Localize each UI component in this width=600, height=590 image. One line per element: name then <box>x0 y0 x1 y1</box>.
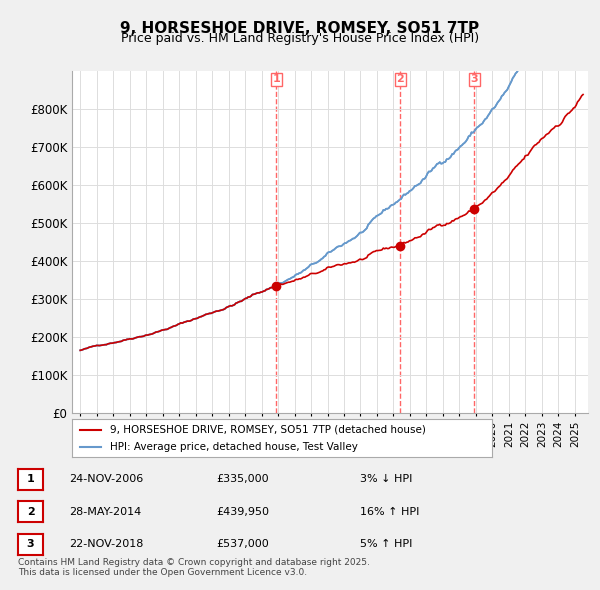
Text: 28-MAY-2014: 28-MAY-2014 <box>69 507 141 517</box>
Text: 24-NOV-2006: 24-NOV-2006 <box>69 474 143 484</box>
Text: £537,000: £537,000 <box>216 539 269 549</box>
Text: 9, HORSESHOE DRIVE, ROMSEY, SO51 7TP (detached house): 9, HORSESHOE DRIVE, ROMSEY, SO51 7TP (de… <box>110 425 425 435</box>
Text: 5% ↑ HPI: 5% ↑ HPI <box>360 539 412 549</box>
Text: 1: 1 <box>27 474 34 484</box>
Text: 16% ↑ HPI: 16% ↑ HPI <box>360 507 419 517</box>
Text: 2: 2 <box>27 507 34 517</box>
Text: 3: 3 <box>470 74 478 84</box>
Text: Price paid vs. HM Land Registry's House Price Index (HPI): Price paid vs. HM Land Registry's House … <box>121 32 479 45</box>
Text: 3% ↓ HPI: 3% ↓ HPI <box>360 474 412 484</box>
Text: 1: 1 <box>272 74 280 84</box>
Text: 22-NOV-2018: 22-NOV-2018 <box>69 539 143 549</box>
Text: 3: 3 <box>27 539 34 549</box>
Text: £439,950: £439,950 <box>216 507 269 517</box>
Text: HPI: Average price, detached house, Test Valley: HPI: Average price, detached house, Test… <box>110 441 358 451</box>
Text: 2: 2 <box>396 74 404 84</box>
Text: Contains HM Land Registry data © Crown copyright and database right 2025.
This d: Contains HM Land Registry data © Crown c… <box>18 558 370 577</box>
Text: £335,000: £335,000 <box>216 474 269 484</box>
Text: 9, HORSESHOE DRIVE, ROMSEY, SO51 7TP: 9, HORSESHOE DRIVE, ROMSEY, SO51 7TP <box>121 21 479 35</box>
